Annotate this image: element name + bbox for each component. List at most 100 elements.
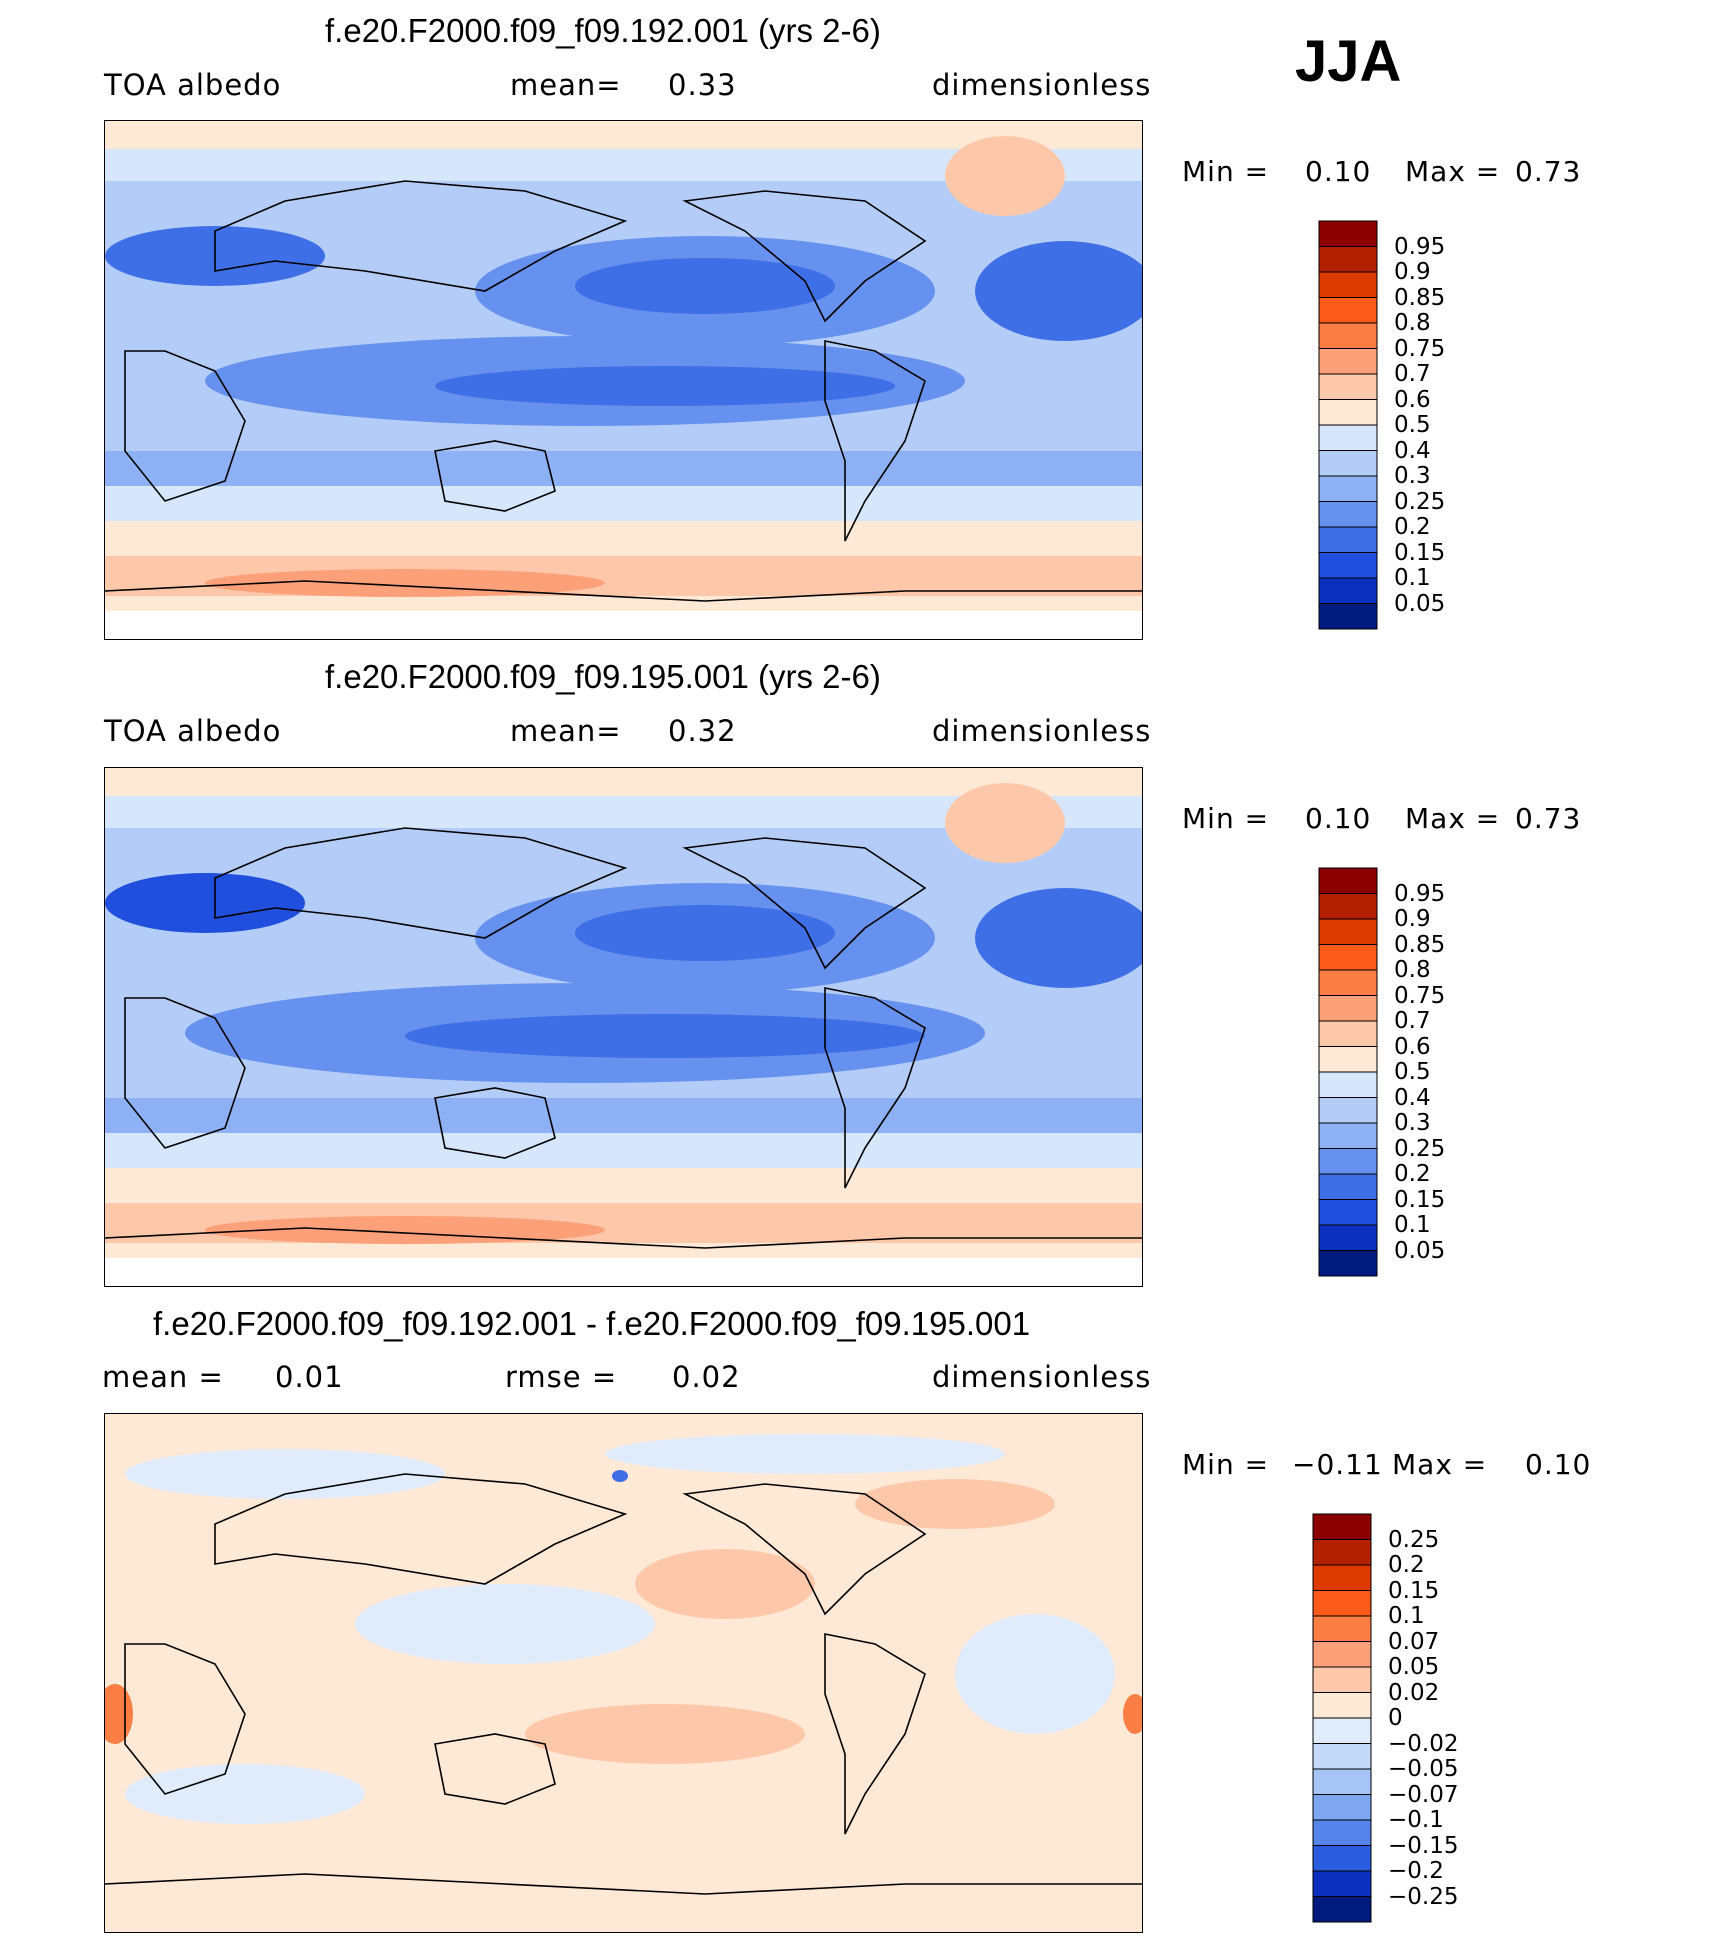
- colorbar-swatch: [1318, 893, 1378, 920]
- colorbar-swatch: [1312, 1896, 1372, 1923]
- panel3-blob-1: [125, 1449, 445, 1499]
- colorbar-swatch: [1318, 944, 1378, 971]
- panel1-band-south3: [105, 521, 1142, 556]
- panel3-mean-label: mean =: [102, 1360, 224, 1394]
- panel3-coastlines: [105, 1473, 1142, 1895]
- colorbar-tick-label: 0.1: [1394, 1212, 1431, 1238]
- colorbar-tick-label: 0.15: [1394, 539, 1446, 566]
- panel2-npac-core: [575, 905, 835, 961]
- colorbar-tick-label: 0.2: [1394, 514, 1431, 540]
- panel3-min-label: Min =: [1182, 1448, 1270, 1481]
- colorbar-tick-label: 0.8: [1394, 957, 1431, 983]
- panel3-rmse-label: rmse =: [505, 1360, 618, 1394]
- colorbar-swatch: [1318, 1020, 1378, 1047]
- colorbar-svg: [1318, 220, 1378, 630]
- colorbar-swatch: [1312, 1768, 1372, 1795]
- colorbar-tick-label: 0.15: [1388, 1577, 1440, 1604]
- colorbar-tick-label: −0.2: [1388, 1858, 1444, 1884]
- colorbar-tick-label: 0.07: [1388, 1628, 1440, 1655]
- colorbar-swatch: [1312, 1819, 1372, 1846]
- panel1-antarctic-mask: [105, 611, 1142, 639]
- panel2-max-value: 0.73: [1515, 802, 1582, 835]
- colorbar-tick-label: −0.05: [1388, 1756, 1459, 1782]
- colorbar-swatch: [1318, 501, 1378, 528]
- panel3-map: [104, 1413, 1143, 1933]
- panel1-map: [104, 120, 1143, 640]
- colorbar-tick-label: 0.95: [1394, 880, 1446, 907]
- panel3-blob-6: [635, 1549, 815, 1619]
- panel2-band-south2: [105, 1133, 1142, 1168]
- colorbar-swatch: [1318, 867, 1378, 894]
- panel3-blob-8: [855, 1479, 1055, 1529]
- colorbar-swatch: [1312, 1743, 1372, 1770]
- colorbar-tick-label: 0.75: [1394, 335, 1446, 362]
- panel3-blob-2: [605, 1434, 1005, 1474]
- colorbar-tick-label: 0.9: [1394, 906, 1431, 932]
- colorbar-tick-label: 0.05: [1394, 590, 1446, 617]
- panel3-map-svg: [105, 1414, 1142, 1932]
- colorbar-tick-label: −0.07: [1388, 1781, 1459, 1808]
- panel1-natl-feature: [975, 241, 1142, 341]
- colorbar-swatch: [1318, 577, 1378, 604]
- panel1-mean-label: mean=: [510, 68, 622, 102]
- colorbar-swatch: [1312, 1666, 1372, 1693]
- colorbar-tick-label: 0.95: [1394, 233, 1446, 260]
- colorbar-swatch: [1318, 1071, 1378, 1098]
- panel1-npac-core: [575, 258, 835, 314]
- colorbar-tick-label: 0.25: [1394, 1135, 1446, 1162]
- colorbar-swatch: [1318, 322, 1378, 349]
- panel3-blob-5: [125, 1764, 365, 1824]
- colorbar-swatch: [1312, 1564, 1372, 1591]
- panel3-min-value: −0.11: [1292, 1448, 1383, 1481]
- colorbar-swatch: [1312, 1590, 1372, 1617]
- colorbar-tick-label: 0.25: [1394, 488, 1446, 515]
- colorbar-tick-label: 0.2: [1394, 1161, 1431, 1187]
- colorbar-tick-label: −0.15: [1388, 1832, 1459, 1859]
- colorbar-swatch: [1312, 1615, 1372, 1642]
- panel1-trop-core: [435, 366, 895, 406]
- panel3-blob-3: [355, 1584, 655, 1664]
- panel3-blob-7: [525, 1704, 805, 1764]
- colorbar-tick-label: 0: [1388, 1705, 1403, 1731]
- panel2-band-south: [105, 1098, 1142, 1133]
- panel1-mean-value: 0.33: [668, 68, 737, 102]
- panel2-map: [104, 767, 1143, 1287]
- colorbar-tick-label: −0.02: [1388, 1730, 1459, 1757]
- colorbar-swatch: [1318, 348, 1378, 375]
- panel2-band-south3: [105, 1168, 1142, 1203]
- colorbar-swatch: [1312, 1641, 1372, 1668]
- colorbar-tick-label: 0.5: [1394, 1059, 1431, 1085]
- panel2-variable-label: TOA albedo: [104, 714, 282, 748]
- colorbar-swatch: [1312, 1845, 1372, 1872]
- panel2-antarctic-mask: [105, 1258, 1142, 1286]
- panel3-blob-10: [1123, 1694, 1142, 1734]
- panel2-natl-feature: [975, 888, 1142, 988]
- colorbar-swatch: [1318, 1122, 1378, 1149]
- colorbar-tick-label: 0.8: [1394, 310, 1431, 336]
- colorbar-tick-label: 0.85: [1394, 284, 1446, 311]
- colorbar-swatch: [1312, 1870, 1372, 1897]
- colorbar-swatch: [1318, 220, 1378, 247]
- colorbar-swatch: [1318, 271, 1378, 298]
- colorbar-tick-label: 0.4: [1394, 437, 1431, 464]
- colorbar-tick-label: 0.3: [1394, 463, 1431, 489]
- panel3-mean-value: 0.01: [275, 1360, 344, 1394]
- panel3-max-value: 0.10: [1525, 1448, 1592, 1481]
- panel1-band-south: [105, 451, 1142, 486]
- panel2-coastlines: [105, 827, 1142, 1249]
- panel2-greenland: [945, 783, 1065, 863]
- panel2-units: dimensionless: [932, 714, 1152, 748]
- panel3-blob-9: [105, 1684, 133, 1744]
- colorbar-tick-label: 0.7: [1394, 1008, 1431, 1034]
- colorbar-swatch: [1318, 995, 1378, 1022]
- colorbar-tick-label: 0.25: [1388, 1526, 1440, 1553]
- panel3-rmse-value: 0.02: [672, 1360, 741, 1394]
- colorbar-tick-label: 0.4: [1394, 1084, 1431, 1111]
- colorbar-swatch: [1318, 552, 1378, 579]
- panel2-trop-core: [405, 1014, 925, 1058]
- colorbar-tick-label: 0.1: [1394, 565, 1431, 591]
- colorbar-swatch: [1318, 1199, 1378, 1226]
- colorbar-swatch: [1318, 246, 1378, 273]
- panel1-band-south2: [105, 486, 1142, 521]
- colorbar-swatch: [1318, 1250, 1378, 1277]
